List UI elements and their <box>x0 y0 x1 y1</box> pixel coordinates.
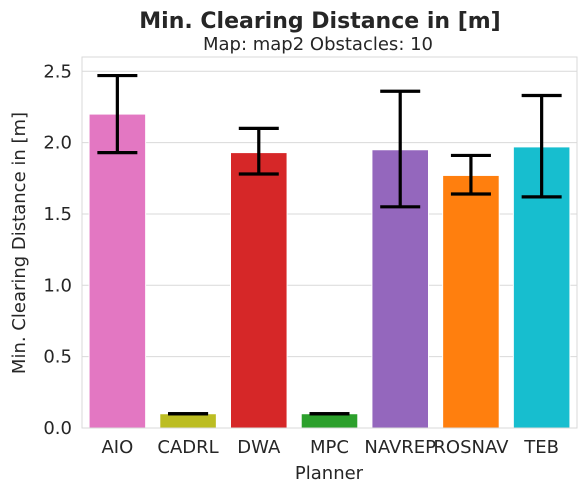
bar-mpc <box>300 413 359 429</box>
bar-cadrl <box>159 413 217 429</box>
x-tick-label: TEB <box>523 437 559 458</box>
bar-aio <box>88 113 147 429</box>
y-tick-label: 2.5 <box>43 61 72 82</box>
error-bar-dwa <box>238 126 279 176</box>
y-gridlines <box>82 70 577 429</box>
bar-rosnav <box>442 174 500 429</box>
x-tick-label: NAVREP <box>364 437 436 458</box>
x-axis-label: Planner <box>295 463 364 484</box>
plot-frame <box>81 56 578 429</box>
x-tick-label: DWA <box>237 437 281 458</box>
error-bars-group <box>97 73 562 416</box>
y-tick-labels: 0.0 0.5 1.0 1.5 2.0 2.5 <box>43 61 72 439</box>
bars-group <box>88 113 571 429</box>
x-tick-label: ROSNAV <box>433 437 509 458</box>
y-axis-label: Min. Clearing Distance in [m] <box>9 112 30 374</box>
bar-dwa <box>230 152 288 429</box>
error-bar-aio <box>97 73 138 155</box>
error-bar-navrep <box>380 89 421 209</box>
x-tick-label: AIO <box>101 437 133 458</box>
error-bar-teb <box>521 93 562 199</box>
y-tick-label: 0.0 <box>43 418 72 439</box>
error-bar-rosnav <box>450 153 491 196</box>
y-tick-label: 0.5 <box>43 347 72 368</box>
chart-subtitle: Map: map2 Obstacles: 10 <box>203 34 433 55</box>
chart-title: Min. Clearing Distance in [m] <box>139 9 500 34</box>
x-tick-label: MPC <box>310 437 349 458</box>
y-tick-label: 1.0 <box>43 275 72 296</box>
y-tick-label: 2.0 <box>43 133 72 154</box>
x-tick-label: CADRL <box>157 437 218 458</box>
y-tick-label: 1.5 <box>43 204 72 225</box>
